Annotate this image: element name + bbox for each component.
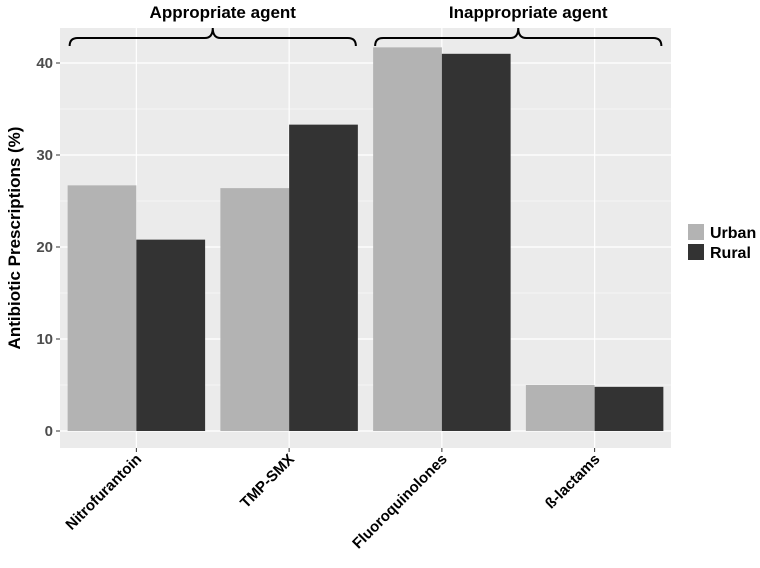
bar-rural-2 [289,124,358,431]
group-title-1: Appropriate agent [150,3,297,22]
x-axis: Nitrofurantoin TMP-SMX Fluoroquinolones ß-l… [62,448,603,552]
y-axis: 0 10 20 30 40 [36,55,60,440]
group-brackets: Appropriate agent Inappropriate agent [68,3,663,47]
bars [67,47,664,432]
legend-label-urban: Urban [710,225,756,242]
x-tick-label: Nitrofurantoin [62,451,145,534]
legend: Urban Rural [688,224,756,262]
y-axis-title: Antibiotic Prescriptions (%) [5,127,24,350]
x-tick-label: Fluoroquinolones [349,451,451,553]
bar-rural-1 [136,239,206,431]
x-tick-label: TMP-SMX [237,451,298,512]
bar-urban-1 [67,185,137,431]
group-bracket-2 [374,27,663,47]
x-tick-label: ß-lactams [542,451,604,513]
bar-urban-2 [220,188,290,431]
legend-key-rural [688,244,704,260]
y-tick-label: 40 [36,55,53,72]
y-tick-label: 0 [45,423,53,440]
group-title-2: Inappropriate agent [449,3,608,22]
bar-urban-4 [525,385,595,431]
y-tick-label: 30 [36,147,53,164]
bar-urban-3 [373,47,442,432]
group-bracket-1 [68,27,357,47]
bar-rural-4 [594,386,664,431]
bar-rural-3 [441,53,511,432]
legend-label-rural: Rural [710,245,751,262]
y-tick-label: 10 [36,331,53,348]
y-tick-label: 20 [36,239,53,256]
legend-key-urban [688,224,704,240]
